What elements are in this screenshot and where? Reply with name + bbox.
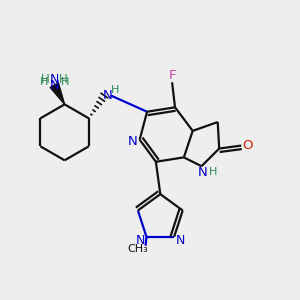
- Text: N: N: [198, 166, 208, 178]
- Text: N: N: [176, 234, 185, 247]
- Text: N: N: [50, 74, 59, 86]
- Text: O: O: [242, 139, 252, 152]
- Text: N: N: [128, 135, 137, 148]
- Text: F: F: [168, 69, 176, 82]
- Text: H: H: [59, 74, 68, 86]
- Polygon shape: [50, 83, 64, 104]
- Text: CH₃: CH₃: [128, 244, 148, 254]
- Text: H: H: [110, 85, 119, 95]
- Text: H: H: [40, 77, 48, 87]
- Text: N: N: [50, 79, 59, 92]
- Text: N: N: [136, 234, 145, 247]
- Text: H: H: [209, 167, 218, 177]
- Text: H: H: [60, 77, 69, 87]
- Text: H: H: [41, 74, 50, 86]
- Text: N: N: [102, 89, 112, 102]
